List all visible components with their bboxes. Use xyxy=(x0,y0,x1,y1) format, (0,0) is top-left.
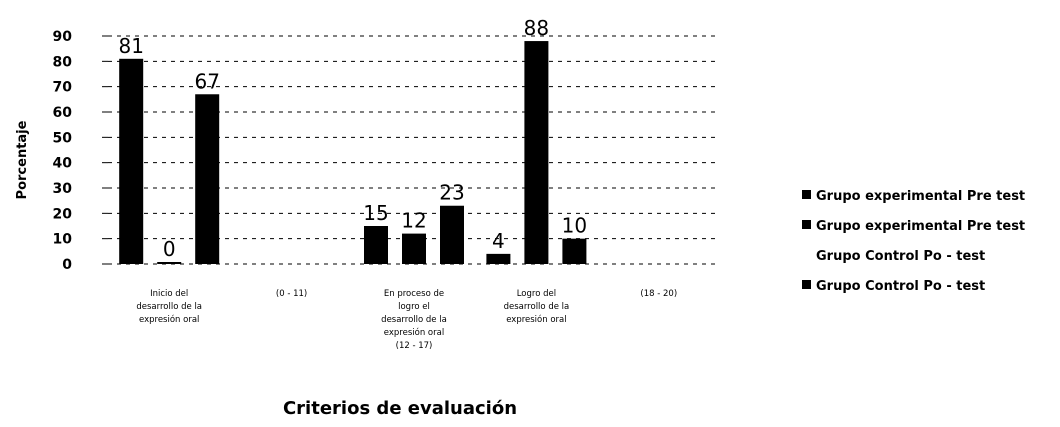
y-tick-label-0: 0 xyxy=(62,257,72,273)
data-label-s2-c3: 10 xyxy=(562,214,587,238)
legend-marker-1 xyxy=(802,220,811,229)
y-tick-label-7: 70 xyxy=(53,80,73,96)
bar-s0-c2 xyxy=(364,226,388,264)
data-label-s1-c3: 88 xyxy=(524,16,549,40)
bar-s1-c2 xyxy=(402,233,426,264)
y-tick-label-3: 30 xyxy=(53,181,73,197)
category-label-4: (18 - 20) xyxy=(640,289,677,299)
bars xyxy=(119,41,587,265)
y-axis-label: Porcentaje xyxy=(15,120,30,199)
category-label-2: En proceso de logro el desarrollo de la exp… xyxy=(381,289,447,351)
legend-entry-3: Grupo Control Po - test xyxy=(816,279,985,294)
data-label-s2-c0: 67 xyxy=(194,69,219,93)
y-tick-label-8: 80 xyxy=(53,54,73,70)
y-tick-label-2: 20 xyxy=(53,206,73,222)
bar-s2-c3 xyxy=(562,238,587,264)
bar-s0-c3 xyxy=(486,253,511,264)
bar-s1-c3 xyxy=(524,41,549,264)
y-tick-label-6: 60 xyxy=(53,105,73,121)
y-tick-label-4: 40 xyxy=(53,156,73,172)
data-label-s0-c2: 15 xyxy=(363,201,388,225)
bar-s2-c2 xyxy=(440,205,464,264)
y-axis-ticks: 0 10 20 30 40 50 60 70 80 90 xyxy=(53,29,108,273)
data-labels: 81 0 67 15 12 23 4 88 10 xyxy=(118,16,587,261)
category-label-0: Inicio del desarrollo de la expresión oral xyxy=(136,289,202,325)
legend-marker-3 xyxy=(802,280,811,289)
data-label-s1-c2: 12 xyxy=(401,209,426,233)
legend-entry-2: Grupo Control Po - test xyxy=(816,249,985,264)
x-axis-categories: Inicio del desarrollo de la expresión oral… xyxy=(136,289,677,351)
x-axis-label: Criterios de evaluación xyxy=(283,398,517,419)
y-tick-label-5: 50 xyxy=(53,130,73,146)
bar-s1-c0 xyxy=(157,262,182,264)
data-label-s0-c0: 81 xyxy=(118,34,143,58)
y-tick-label-9: 90 xyxy=(53,29,73,45)
data-label-s2-c2: 23 xyxy=(439,181,464,205)
legend-marker-0 xyxy=(802,190,811,199)
bar-s2-c0 xyxy=(195,94,220,265)
data-label-s1-c0: 0 xyxy=(163,237,176,261)
category-label-1: (0 - 11) xyxy=(276,289,307,299)
legend-entry-0: Grupo experimental Pre test xyxy=(816,189,1025,204)
data-label-s0-c3: 4 xyxy=(492,229,505,253)
legend: Grupo experimental Pre test Grupo experim… xyxy=(802,189,1025,294)
category-label-3: Logro del desarrollo de la expresión oral xyxy=(504,289,570,325)
legend-entry-1: Grupo experimental Pre test xyxy=(816,219,1025,234)
bar-s0-c0 xyxy=(119,58,144,264)
y-tick-label-1: 10 xyxy=(53,232,73,248)
